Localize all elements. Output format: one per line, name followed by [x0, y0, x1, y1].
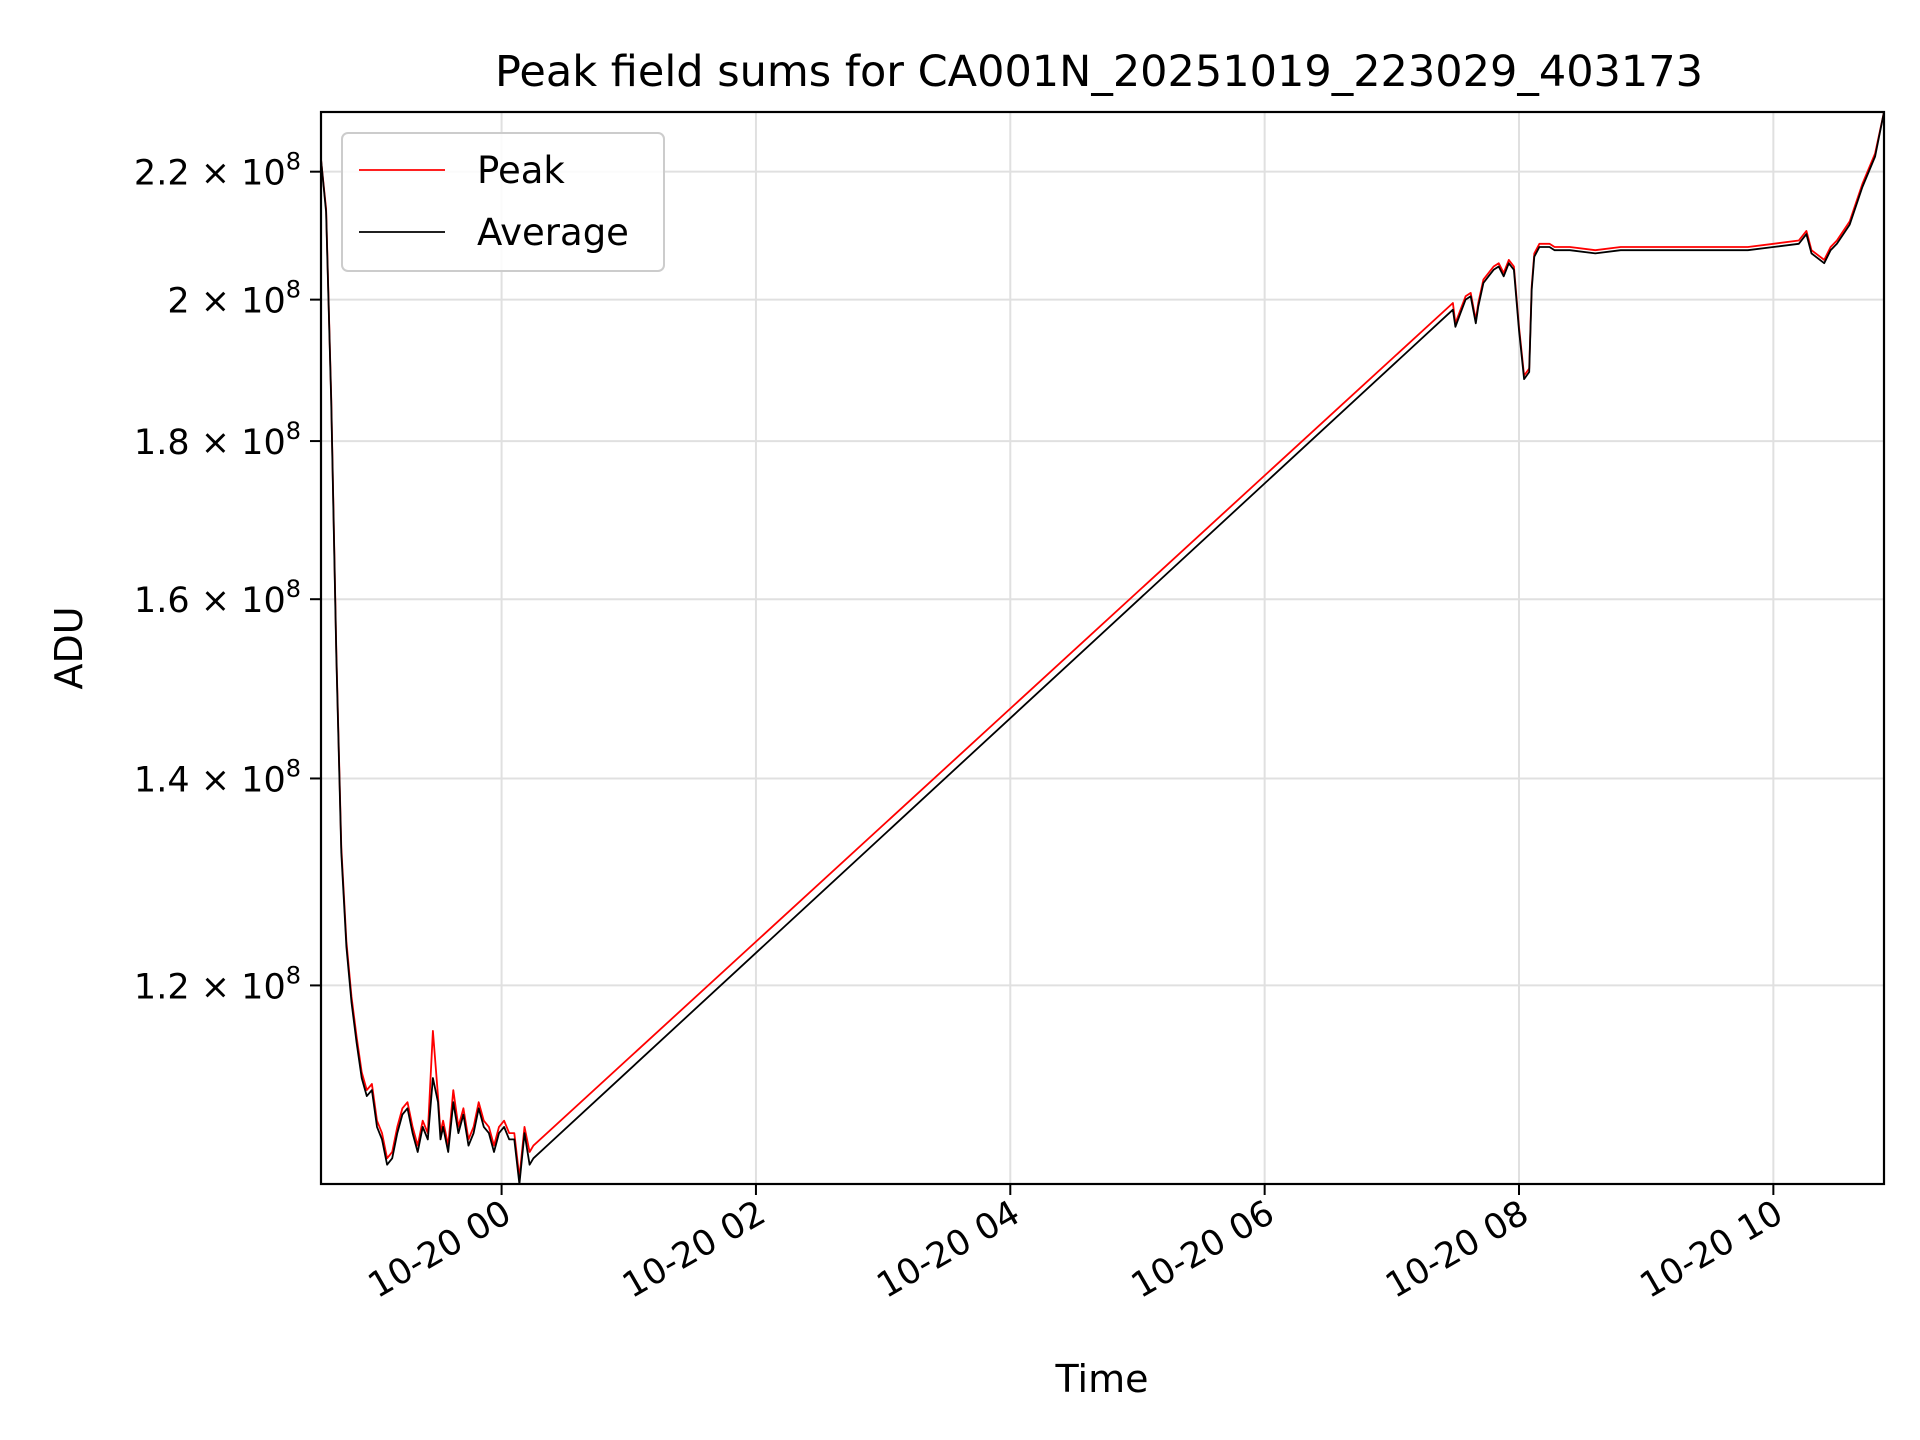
y-tick-exponent: 8 — [286, 575, 301, 603]
y-tick-mantissa: 1.8 × — [134, 423, 241, 463]
y-tick-exponent: 8 — [286, 754, 301, 782]
legend-label-peak: Peak — [477, 149, 565, 192]
y-tick-label: 2 × 108 — [167, 276, 301, 322]
y-tick-mantissa: 2.2 × — [134, 154, 241, 194]
y-tick-mantissa: 1.6 × — [134, 581, 241, 621]
y-tick-exponent: 8 — [286, 417, 301, 445]
y-tick-mantissa: 1.2 × — [134, 967, 241, 1007]
grid-lines — [321, 112, 1884, 1184]
y-tick-label: 2.2 × 108 — [134, 148, 301, 194]
y-tick-exponent: 8 — [286, 276, 301, 304]
legend-label-average: Average — [477, 211, 629, 254]
x-axis-label: Time — [1055, 1357, 1149, 1401]
y-tick-exponent: 8 — [286, 148, 301, 176]
y-tick-label: 1.8 × 108 — [134, 417, 301, 463]
y-tick-label: 1.6 × 108 — [134, 575, 301, 621]
y-axis-label: ADU — [47, 606, 91, 689]
plot-frame — [319, 110, 1886, 1186]
chart-title: Peak field sums for CA001N_20251019_2230… — [495, 47, 1703, 97]
y-tick-base: 10 — [241, 154, 286, 194]
y-tick-exponent: 8 — [286, 961, 301, 989]
y-tick-mantissa: 1.4 × — [134, 760, 241, 800]
y-tick-label: 1.2 × 108 — [134, 961, 301, 1007]
y-tick-base: 10 — [241, 423, 286, 463]
legend-box — [341, 132, 665, 272]
y-tick-base: 10 — [241, 967, 286, 1007]
y-tick-label: 1.4 × 108 — [134, 754, 301, 800]
series-line-average — [321, 112, 1884, 1184]
y-tick-mantissa: 2 × — [167, 282, 241, 322]
y-tick-base: 10 — [241, 760, 286, 800]
plot-series — [321, 112, 1884, 1184]
series-line-peak — [321, 112, 1884, 1179]
y-tick-base: 10 — [241, 581, 286, 621]
legend: Peak Average — [341, 132, 665, 272]
y-tick-base: 10 — [241, 282, 286, 322]
